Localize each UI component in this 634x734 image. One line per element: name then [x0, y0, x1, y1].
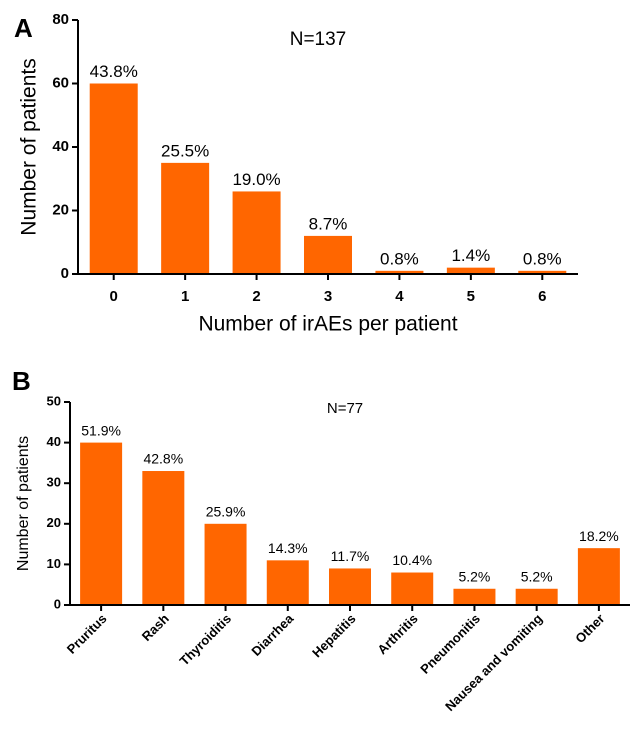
panel-label: A: [14, 13, 33, 43]
bar: [161, 162, 210, 274]
x-tick-label: 5: [467, 288, 475, 305]
x-tick-label: Pruritus: [64, 611, 110, 657]
bar: [446, 267, 495, 274]
bar: [577, 548, 620, 605]
value-label: 10.4%: [392, 552, 432, 568]
x-tick-label: Pneumonitis: [417, 611, 483, 677]
bar: [142, 471, 185, 605]
y-tick-label: 40: [47, 434, 61, 449]
x-tick-label: Diarrhea: [248, 610, 296, 658]
x-tick-label: Hepatitis: [309, 611, 358, 660]
value-label: 25.5%: [161, 141, 209, 160]
bar: [515, 588, 558, 605]
bar: [329, 568, 371, 605]
x-tick-label: 2: [252, 288, 260, 305]
y-tick-label: 10: [47, 556, 61, 571]
value-label: 8.7%: [309, 214, 348, 233]
y-tick-label: 50: [47, 393, 61, 408]
x-tick-label: 3: [324, 288, 332, 305]
bar: [391, 572, 434, 605]
value-label: 0.8%: [523, 249, 562, 268]
bar: [80, 442, 123, 605]
bar: [453, 588, 496, 605]
y-axis-label: Number of patients: [18, 58, 41, 235]
panel-label: B: [12, 366, 31, 396]
annotation: N=137: [290, 29, 347, 50]
y-axis-label: Number of patients: [15, 436, 32, 571]
value-label: 25.9%: [206, 504, 246, 520]
y-tick-label: 60: [52, 74, 69, 91]
y-tick-label: 30: [47, 475, 61, 490]
bar: [266, 560, 309, 605]
x-tick-label: 6: [538, 288, 546, 305]
x-tick-label: Arthritis: [374, 611, 420, 657]
y-tick-label: 0: [54, 596, 61, 611]
bar: [375, 270, 424, 274]
y-tick-label: 20: [52, 201, 69, 218]
value-label: 43.8%: [90, 62, 138, 81]
y-tick-label: 0: [61, 265, 69, 282]
value-label: 51.9%: [81, 422, 121, 438]
value-label: 18.2%: [579, 528, 619, 544]
bar: [232, 191, 281, 274]
x-tick-label: Rash: [139, 611, 172, 644]
bar: [304, 235, 352, 274]
value-label: 5.2%: [521, 568, 553, 584]
y-tick-label: 20: [47, 515, 61, 530]
value-label: 42.8%: [143, 451, 183, 467]
value-label: 5.2%: [458, 568, 490, 584]
bar: [204, 523, 247, 605]
annotation: N=77: [327, 400, 363, 417]
x-axis-label: Number of irAEs per patient: [198, 313, 457, 336]
value-label: 19.0%: [232, 170, 280, 189]
bar: [518, 270, 567, 274]
x-tick-label: Thyroiditis: [177, 611, 235, 669]
x-tick-label: 0: [110, 288, 118, 305]
value-label: 14.3%: [268, 540, 308, 556]
x-tick-label: 1: [181, 288, 189, 305]
value-label: 11.7%: [331, 548, 370, 564]
x-tick-label: Other: [572, 611, 607, 646]
bar: [89, 83, 138, 274]
y-tick-label: 40: [52, 138, 69, 155]
value-label: 1.4%: [451, 246, 490, 265]
value-label: 0.8%: [380, 249, 419, 268]
x-tick-label: 4: [395, 288, 404, 305]
y-tick-label: 80: [52, 11, 69, 28]
